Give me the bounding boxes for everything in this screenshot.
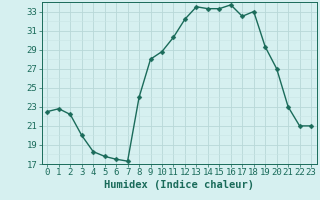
- X-axis label: Humidex (Indice chaleur): Humidex (Indice chaleur): [104, 180, 254, 190]
